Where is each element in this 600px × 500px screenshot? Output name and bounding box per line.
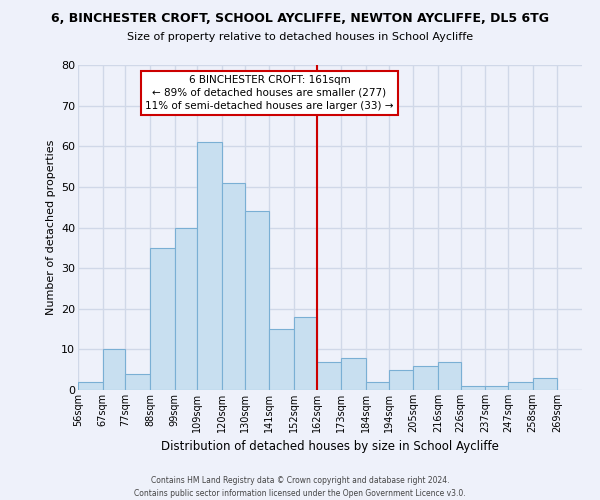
Bar <box>150 248 175 390</box>
Bar <box>175 228 197 390</box>
Bar <box>294 317 317 390</box>
Bar <box>78 382 103 390</box>
Bar <box>438 362 461 390</box>
Bar <box>485 386 508 390</box>
Bar <box>103 350 125 390</box>
Bar <box>317 362 341 390</box>
Bar <box>461 386 485 390</box>
Bar <box>508 382 533 390</box>
Text: Size of property relative to detached houses in School Aycliffe: Size of property relative to detached ho… <box>127 32 473 42</box>
Text: 6 BINCHESTER CROFT: 161sqm
← 89% of detached houses are smaller (277)
11% of sem: 6 BINCHESTER CROFT: 161sqm ← 89% of deta… <box>145 74 394 111</box>
Bar <box>197 142 222 390</box>
Bar <box>389 370 413 390</box>
Bar <box>269 329 294 390</box>
X-axis label: Distribution of detached houses by size in School Aycliffe: Distribution of detached houses by size … <box>161 440 499 454</box>
Text: 6, BINCHESTER CROFT, SCHOOL AYCLIFFE, NEWTON AYCLIFFE, DL5 6TG: 6, BINCHESTER CROFT, SCHOOL AYCLIFFE, NE… <box>51 12 549 26</box>
Bar <box>245 211 269 390</box>
Bar <box>341 358 366 390</box>
Bar <box>533 378 557 390</box>
Bar <box>222 183 245 390</box>
Text: Contains HM Land Registry data © Crown copyright and database right 2024.
Contai: Contains HM Land Registry data © Crown c… <box>134 476 466 498</box>
Bar <box>125 374 150 390</box>
Bar <box>366 382 389 390</box>
Y-axis label: Number of detached properties: Number of detached properties <box>46 140 56 315</box>
Bar <box>413 366 438 390</box>
